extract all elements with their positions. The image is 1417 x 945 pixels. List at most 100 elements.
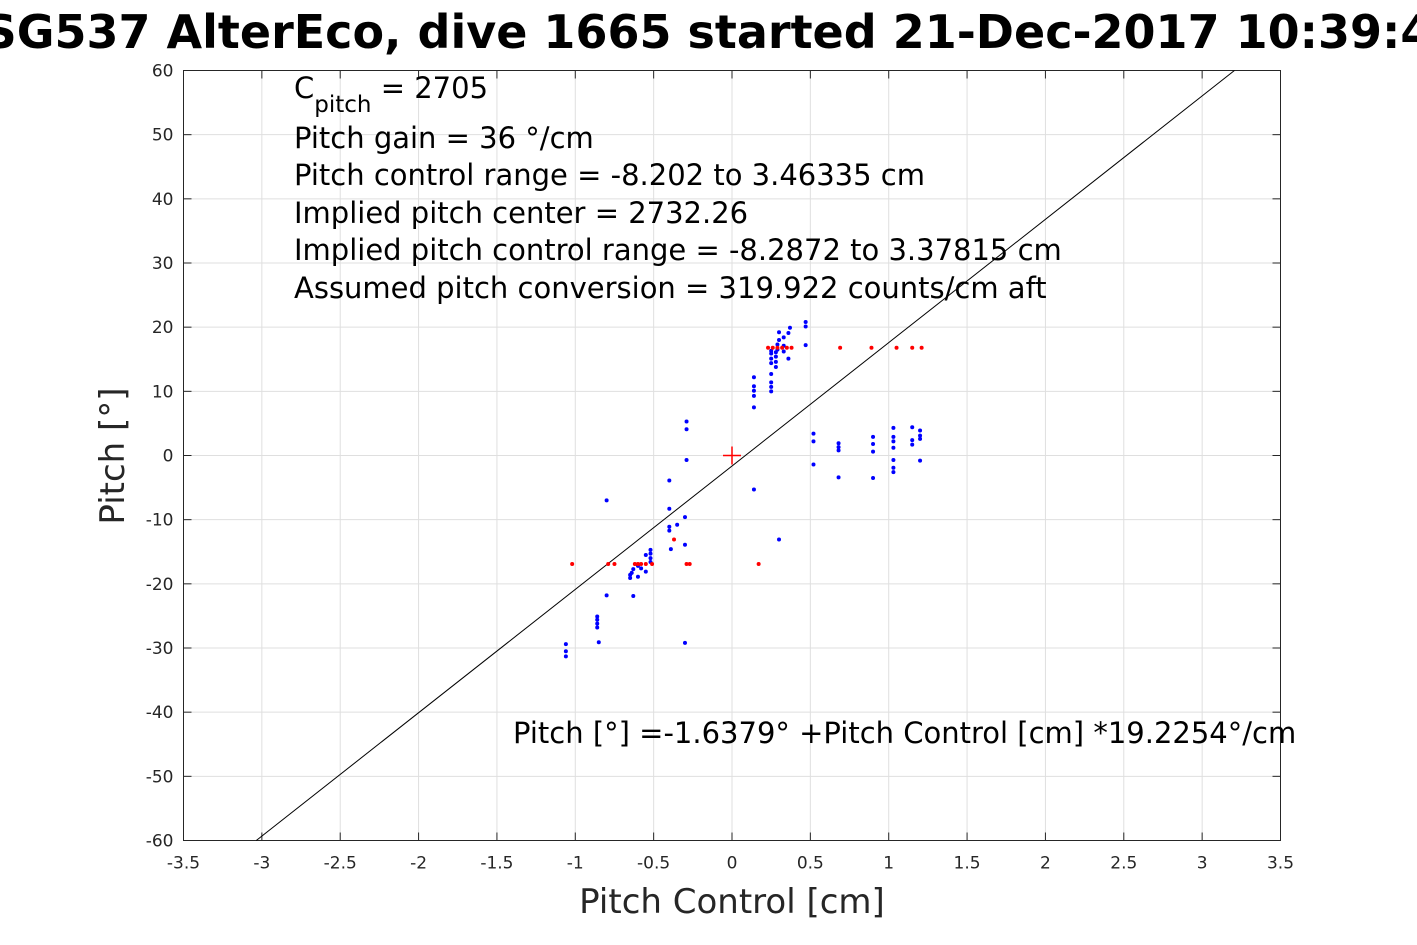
data-point-red — [784, 345, 789, 350]
data-point-blue — [871, 434, 876, 439]
data-point-blue — [595, 617, 600, 622]
x-tick-label: -3.5 — [167, 854, 200, 874]
x-axis: -3.5 -3 -2.5 -2 -1.5 -1 -0.5 0 0.5 1 1.5 2 2.5 3 3.5 — [167, 70, 1294, 874]
x-tick-label: 2.5 — [1110, 854, 1137, 874]
y-tick-label: 0 — [163, 447, 174, 467]
data-point-blue — [836, 441, 841, 446]
data-point-blue — [871, 441, 876, 446]
data-point-blue — [628, 576, 633, 581]
data-point-blue — [777, 537, 782, 542]
y-axis: -60 -50 -40 -30 -20 -10 0 10 20 30 40 50 60 — [146, 62, 1281, 852]
annotation-c-pitch: Cpitch = 2705 — [294, 71, 488, 118]
data-point-blue — [751, 388, 756, 393]
data-point-red — [789, 345, 794, 350]
y-tick-label: 10 — [152, 382, 174, 402]
data-point-blue — [751, 393, 756, 398]
grid — [183, 70, 1281, 841]
data-point-blue — [639, 566, 644, 571]
c-pitch-subscript: pitch — [314, 92, 371, 118]
data-point-blue — [682, 515, 687, 520]
x-tick-label: 0 — [727, 854, 738, 874]
data-point-red — [770, 345, 775, 350]
data-point-red — [869, 345, 874, 350]
data-point-blue — [918, 428, 923, 433]
data-point-blue — [604, 593, 609, 598]
data-points — [563, 320, 924, 659]
data-point-blue — [684, 419, 689, 424]
data-point-red — [606, 561, 611, 566]
x-tick-label: -2.5 — [324, 854, 357, 874]
center-marker — [723, 446, 741, 465]
x-tick-label: 3 — [1197, 854, 1208, 874]
data-point-blue — [667, 506, 672, 511]
data-point-red — [650, 561, 655, 566]
data-point-blue — [811, 431, 816, 436]
data-point-blue — [769, 372, 774, 377]
fit-line — [255, 70, 1235, 841]
data-point-blue — [836, 445, 841, 450]
data-point-blue — [918, 436, 923, 441]
data-point-blue — [786, 330, 791, 335]
data-point-blue — [648, 551, 653, 556]
x-tick-label: 0.5 — [797, 854, 824, 874]
data-point-blue — [769, 348, 774, 353]
data-point-blue — [891, 457, 896, 462]
data-point-red — [684, 561, 689, 566]
data-point-blue — [604, 498, 609, 503]
y-tick-label: -60 — [146, 832, 174, 852]
regression-line — [255, 70, 1235, 841]
y-tick-label: 20 — [152, 318, 174, 338]
x-tick-label: -3 — [253, 854, 270, 874]
y-tick-label: 30 — [152, 254, 174, 274]
data-point-blue — [781, 349, 786, 354]
y-tick-label: 60 — [152, 62, 174, 82]
data-point-blue — [563, 654, 568, 659]
c-pitch-symbol: C — [294, 71, 314, 105]
data-point-red — [775, 345, 780, 350]
c-pitch-value: = 2705 — [371, 71, 488, 105]
data-point-blue — [891, 425, 896, 430]
data-point-blue — [667, 528, 672, 533]
data-point-red — [687, 561, 692, 566]
x-tick-label: 1 — [883, 854, 894, 874]
data-point-blue — [667, 524, 672, 529]
data-point-blue — [596, 640, 601, 645]
data-point-blue — [803, 324, 808, 329]
data-point-blue — [563, 649, 568, 654]
data-point-blue — [918, 433, 923, 438]
data-point-blue — [635, 574, 640, 579]
data-point-blue — [751, 375, 756, 380]
data-point-blue — [811, 439, 816, 444]
data-point-blue — [787, 325, 792, 330]
data-point-blue — [781, 335, 786, 340]
y-tick-label: -40 — [146, 703, 174, 723]
y-tick-label: 40 — [152, 190, 174, 210]
data-point-blue — [803, 343, 808, 348]
data-point-blue — [777, 330, 782, 335]
annotation-pitch-control-range: Pitch control range = -8.202 to 3.46335 … — [294, 158, 925, 192]
data-point-red — [672, 537, 677, 542]
x-tick-label: -0.5 — [637, 854, 670, 874]
x-axis-label: Pitch Control [cm] — [579, 882, 885, 922]
data-point-red — [570, 561, 575, 566]
data-point-red — [919, 345, 924, 350]
data-point-blue — [891, 434, 896, 439]
data-point-red — [756, 561, 761, 566]
data-point-blue — [751, 405, 756, 410]
data-point-blue — [910, 442, 915, 447]
data-point-blue — [643, 552, 648, 557]
x-tick-label: -2 — [410, 854, 427, 874]
data-point-blue — [684, 457, 689, 462]
annotation-implied-pitch-center: Implied pitch center = 2732.26 — [294, 196, 748, 230]
data-point-blue — [668, 547, 673, 552]
y-tick-label: -10 — [146, 511, 174, 531]
data-point-blue — [595, 614, 600, 619]
x-tick-label: -1 — [567, 854, 584, 874]
data-point-blue — [918, 458, 923, 463]
data-point-blue — [595, 621, 600, 626]
annotation-assumed-pitch-conversion: Assumed pitch conversion = 319.922 count… — [294, 271, 1047, 305]
y-tick-label: -20 — [146, 575, 174, 595]
data-point-blue — [871, 449, 876, 454]
data-point-red — [612, 561, 617, 566]
fit-equation: Pitch [°] =-1.6379° +Pitch Control [cm] … — [513, 716, 1296, 750]
